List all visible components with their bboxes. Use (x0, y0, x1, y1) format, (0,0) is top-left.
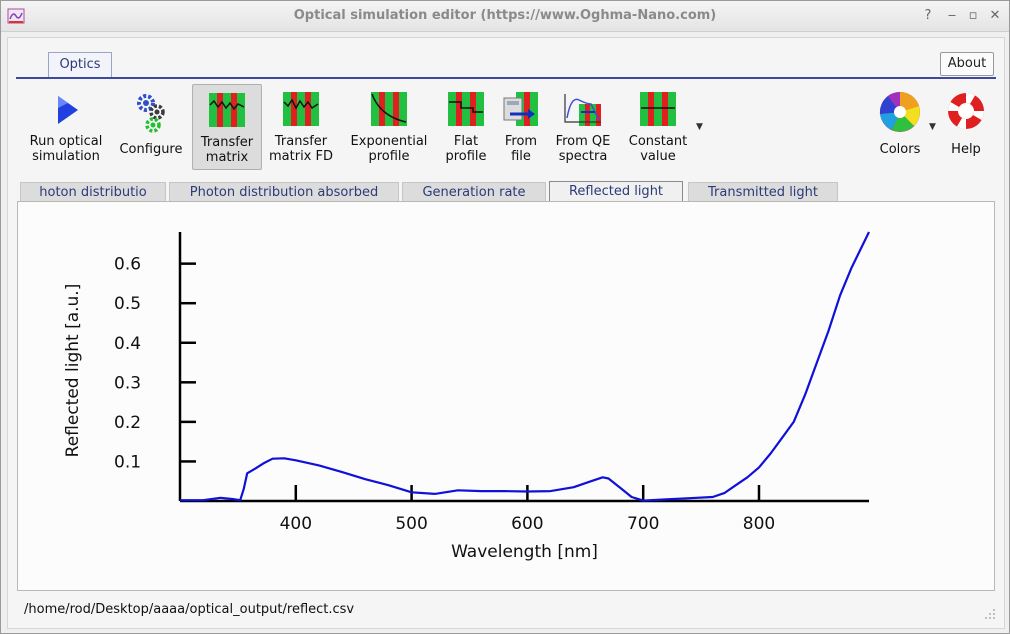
constant-value-button[interactable]: Constant value (620, 84, 696, 168)
from-file-button[interactable]: From file (496, 84, 546, 168)
resize-grip-icon[interactable] (984, 608, 996, 620)
flat-profile-button[interactable]: Flat profile (440, 84, 492, 168)
y-axis-label: Reflected light [a.u.] (63, 284, 83, 458)
y-tick-label: 0.3 (114, 373, 141, 393)
close-icon[interactable]: ✕ (989, 8, 1001, 23)
help-button[interactable]: Help (940, 84, 992, 168)
x-tick-label: 800 (743, 514, 775, 534)
x-tick-label: 400 (280, 514, 312, 534)
ribbon-divider (16, 77, 996, 79)
constant-value-icon (640, 92, 676, 126)
y-tick-label: 0.2 (114, 413, 141, 433)
lifebuoy-icon (948, 93, 984, 129)
maximize-icon[interactable]: ▫ (968, 8, 978, 23)
window-title: Optical simulation editor (https://www.O… (293, 8, 717, 23)
tab-optics[interactable]: Optics (48, 52, 112, 77)
exponential-profile-icon (371, 92, 407, 126)
about-button[interactable]: About (940, 52, 994, 76)
from-qe-spectra-button[interactable]: From QE spectra (550, 84, 616, 168)
app-logo-icon (7, 8, 25, 24)
reflected-light-chart[interactable]: 0.1 0.2 0.3 0.4 0.5 0.6 400 500 600 700 800 Wavelen… (18, 202, 994, 590)
transfer-matrix-fd-icon (283, 92, 319, 126)
y-tick-label: 0.6 (114, 255, 141, 275)
plot-panel: 0.1 0.2 0.3 0.4 0.5 0.6 400 500 600 700 800 Wavelen… (17, 201, 995, 591)
tab-generation-rate[interactable]: Generation rate (402, 182, 546, 202)
transfer-matrix-button[interactable]: Transfer matrix (192, 84, 262, 170)
y-tick-label: 0.1 (114, 452, 141, 472)
tab-photon-distribution[interactable]: hoton distributio (20, 182, 166, 202)
colors-button[interactable]: Colors (872, 84, 928, 168)
play-icon (58, 96, 78, 124)
status-file-path: /home/rod/Desktop/aaaa/optical_output/re… (24, 602, 355, 617)
colors-dropdown-arrow-icon[interactable]: ▼ (929, 122, 936, 132)
x-axis-label: Wavelength [nm] (451, 542, 598, 562)
x-tick-label: 700 (627, 514, 659, 534)
qe-spectra-icon (564, 94, 601, 126)
color-wheel-icon (879, 92, 920, 132)
help-question-icon[interactable]: ? (924, 8, 932, 23)
flat-profile-icon (448, 92, 484, 126)
y-tick-label: 0.4 (114, 334, 141, 354)
run-optical-simulation-button[interactable]: Run optical simulation (22, 84, 110, 168)
x-tick-label: 600 (511, 514, 543, 534)
x-tick-label: 500 (395, 514, 427, 534)
minimize-icon[interactable]: ‒ (947, 8, 957, 23)
gears-icon (137, 94, 165, 133)
exponential-profile-button[interactable]: Exponential profile (346, 84, 432, 168)
from-file-icon (503, 92, 538, 126)
toolbar-overflow-arrow-icon[interactable]: ▼ (696, 122, 703, 132)
y-tick-label: 0.5 (114, 294, 141, 314)
transfer-matrix-icon (209, 93, 245, 127)
tab-transmitted-light[interactable]: Transmitted light (688, 182, 838, 202)
transfer-matrix-fd-button[interactable]: Transfer matrix FD (266, 84, 336, 168)
tab-photon-distribution-absorbed[interactable]: Photon distribution absorbed (169, 182, 399, 202)
content-frame: Optics About Run optical simulation Conf… (7, 37, 1005, 629)
series-line-0 (180, 231, 870, 502)
tab-reflected-light[interactable]: Reflected light (549, 181, 683, 203)
title-bar: Optical simulation editor (https://www.O… (1, 1, 1009, 32)
configure-button[interactable]: Configure (114, 84, 188, 168)
